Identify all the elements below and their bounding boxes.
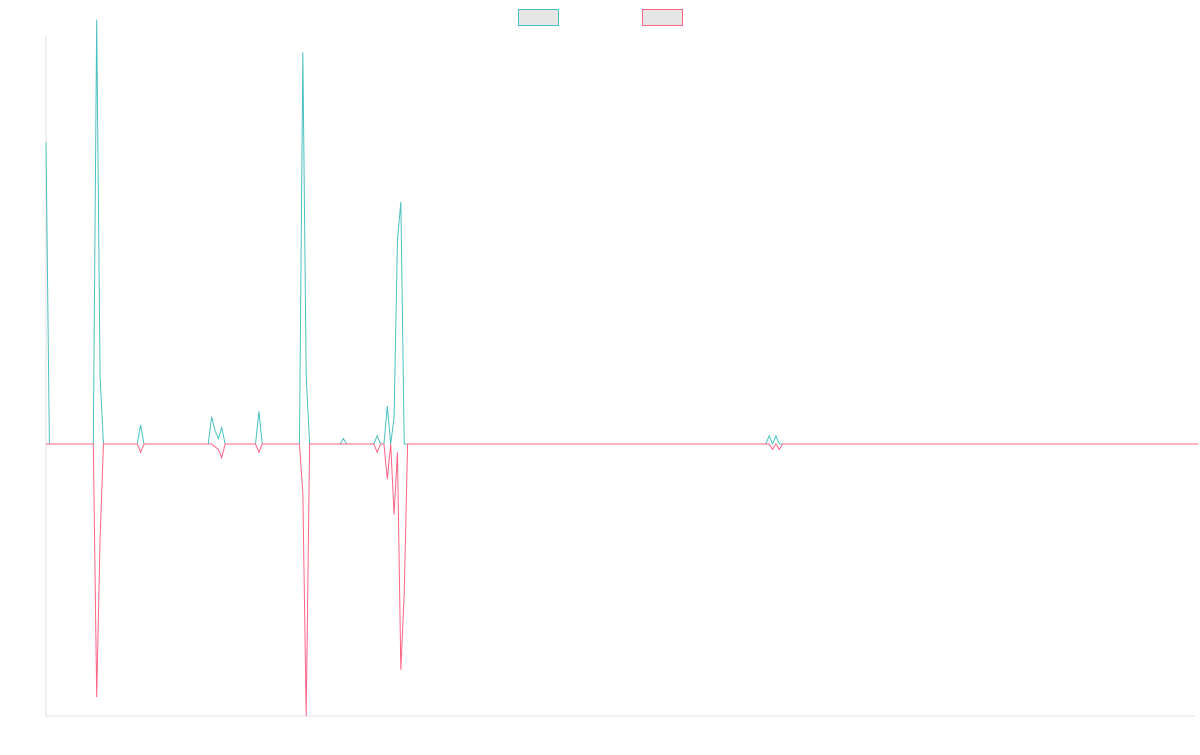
legend-swatch-2 <box>642 9 683 26</box>
series-line-2 <box>46 443 1199 717</box>
legend-swatch-1 <box>518 9 559 26</box>
series-line-1 <box>45 19 1195 446</box>
